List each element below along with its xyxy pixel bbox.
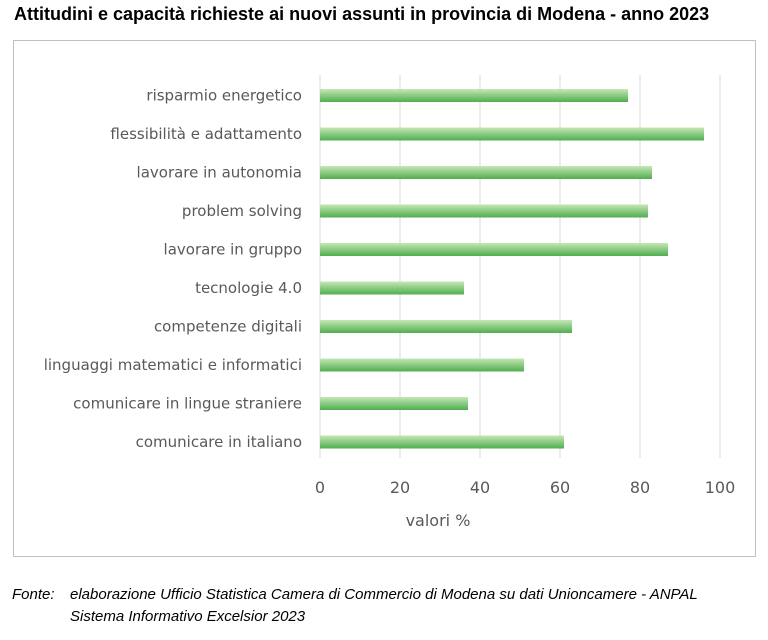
- chart-title: Attitudini e capacità richieste ai nuovi…: [14, 4, 710, 24]
- bar-lavorare-in-gruppo: [320, 243, 668, 256]
- bars: [320, 89, 704, 449]
- bar-problem-solving: [320, 204, 648, 218]
- bar-competenze-digitali: [320, 320, 572, 333]
- source-label: Fonte:: [12, 586, 55, 603]
- x-tick-label-60: 60: [550, 478, 570, 497]
- category-label: risparmio energetico: [146, 87, 302, 105]
- bar-comunicare-in-italiano: [320, 435, 564, 449]
- category-label: lavorare in autonomia: [137, 164, 302, 182]
- bar-lavorare-in-autonomia: [320, 166, 652, 179]
- category-label: tecnologie 4.0: [195, 279, 302, 297]
- source-line-1: elaborazione Ufficio Statistica Camera d…: [70, 586, 698, 603]
- category-label: problem solving: [182, 202, 302, 220]
- category-labels: risparmio energetico flessibilità e adatt…: [44, 87, 302, 452]
- bar-tecnologie-4-0: [320, 281, 464, 295]
- x-tick-label-100: 100: [705, 478, 736, 497]
- bar-risparmio-energetico: [320, 89, 628, 102]
- bar-linguaggi-matematici-e-informatici: [320, 358, 524, 372]
- category-label: lavorare in gruppo: [164, 241, 302, 259]
- x-axis-title: valori %: [406, 511, 471, 530]
- bar-comunicare-in-lingue-straniere: [320, 397, 468, 410]
- category-label: comunicare in italiano: [136, 433, 302, 451]
- category-label: flessibilità e adattamento: [110, 125, 302, 143]
- x-tick-labels: 0 20 40 60 80 100: [315, 478, 735, 497]
- source-line-2: Sistema Informativo Excelsior 2023: [70, 608, 306, 625]
- source-note: Fonte: elaborazione Ufficio Statistica Ca…: [12, 584, 698, 628]
- category-label: comunicare in lingue straniere: [73, 395, 302, 413]
- x-tick-label-40: 40: [470, 478, 490, 497]
- x-tick-label-20: 20: [390, 478, 410, 497]
- x-tick-label-0: 0: [315, 478, 325, 497]
- category-label: linguaggi matematici e informatici: [44, 356, 302, 374]
- chart-frame: [13, 40, 756, 557]
- category-label: competenze digitali: [154, 318, 302, 336]
- bar-flessibilit-e-adattamento: [320, 127, 704, 141]
- x-tick-label-80: 80: [630, 478, 650, 497]
